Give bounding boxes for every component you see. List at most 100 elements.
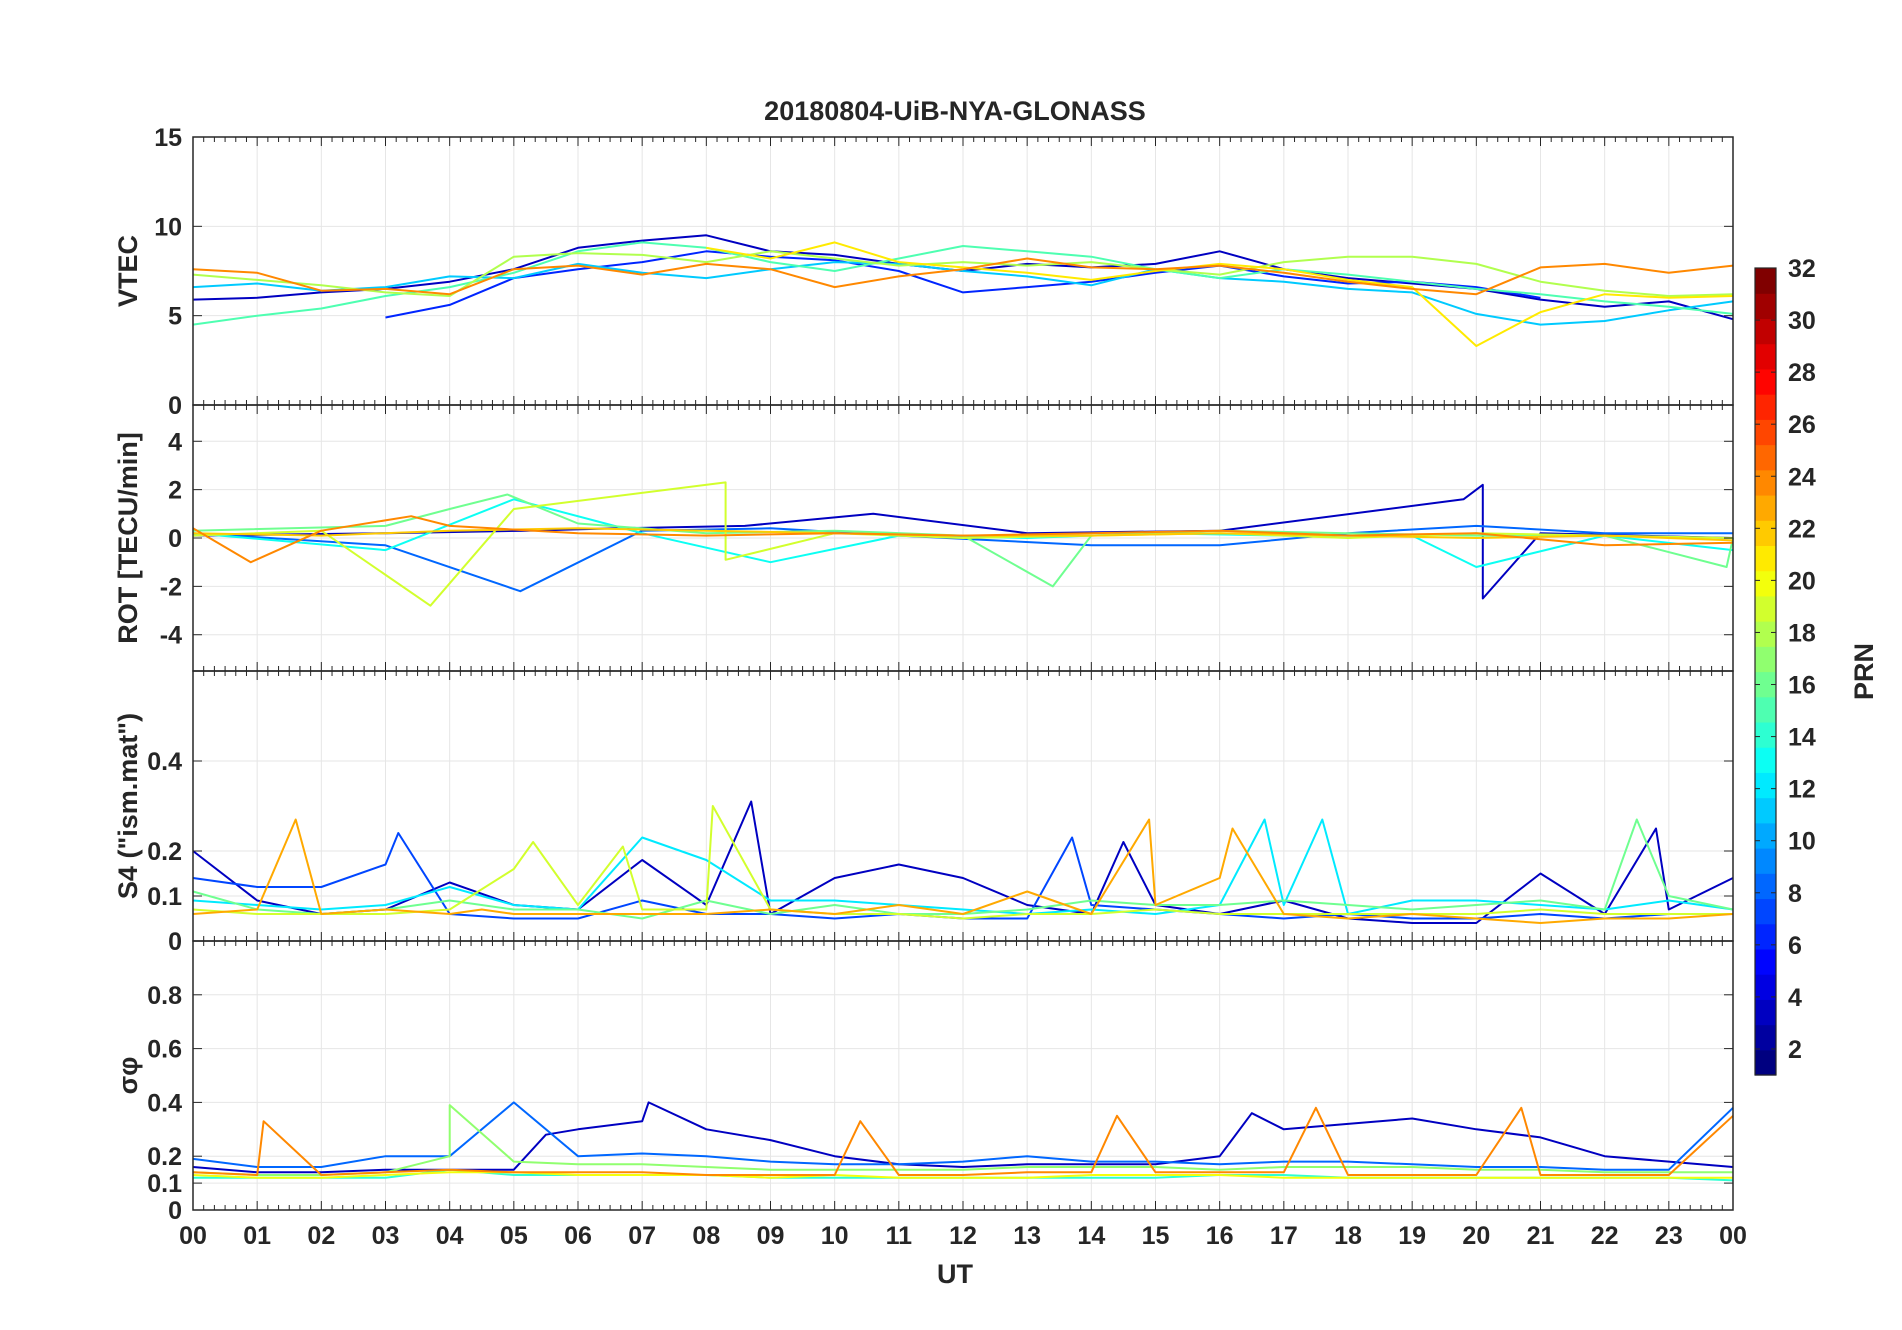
colorbar-segment (1755, 494, 1776, 521)
colorbar-segment (1755, 797, 1776, 824)
x-tick-label: 23 (1655, 1222, 1683, 1250)
y-tick-label: 0.2 (147, 838, 182, 866)
colorbar-segment (1755, 923, 1776, 950)
y-tick-label: 4 (168, 428, 182, 456)
colorbar-tick-label: 8 (1788, 880, 1802, 908)
colorbar-segment (1755, 671, 1776, 698)
x-tick-label: 11 (886, 1222, 913, 1250)
series-line-prn-15 (192, 241, 1734, 326)
colorbar-tick-label: 14 (1788, 724, 1816, 752)
x-tick-label: 04 (436, 1222, 464, 1250)
colorbar-segment (1755, 747, 1776, 773)
x-tick-label: 06 (564, 1222, 592, 1250)
panel-2: -4 -2 0 2 4 ROT [TECU/min] (113, 404, 1734, 672)
colorbar-segment (1755, 772, 1776, 799)
colorbar-segment (1755, 595, 1776, 622)
y-tick-label: 2 (168, 477, 182, 505)
x-tick-label: 14 (1077, 1222, 1105, 1250)
x-tick-label: 12 (949, 1222, 977, 1250)
colorbar-tick-label: 28 (1788, 359, 1816, 387)
colorbar-segment (1755, 948, 1776, 975)
colorbar-tick-label: 12 (1788, 776, 1816, 804)
series-line-prn-8 (192, 524, 1733, 593)
x-tick-label: 09 (757, 1222, 785, 1250)
colorbar-tick-label: 20 (1788, 567, 1816, 595)
colorbar-tick-label: 2 (1788, 1036, 1802, 1064)
x-tick-label: 21 (1527, 1222, 1555, 1250)
x-tick-labels: 00 01 02 03 04 05 06 07 08 09 10 11 12 13 14 15 16 17 18 19… (179, 1222, 1747, 1250)
colorbar-segment (1755, 974, 1776, 1000)
y-axis-label: VTEC (113, 235, 143, 307)
x-axis-label: UT (937, 1259, 973, 1289)
x-tick-label: 15 (1142, 1222, 1170, 1250)
x-tick-label: 05 (500, 1222, 528, 1250)
colorbar-segment (1755, 696, 1776, 723)
x-tick-label: 03 (372, 1222, 400, 1250)
colorbar-tick-label: 4 (1788, 984, 1802, 1012)
x-tick-label: 10 (821, 1222, 849, 1250)
panel-4: 00.10.2 0.4 0.6 0.8 σφ (113, 940, 1734, 1225)
x-tick-label: 20 (1462, 1222, 1490, 1250)
colorbar-segment (1755, 999, 1776, 1026)
colorbar-segment (1755, 646, 1776, 673)
colorbar-tick-label: 24 (1788, 463, 1816, 491)
colorbar-segment (1755, 822, 1776, 849)
y-tick-label: 0.1 (147, 883, 182, 911)
colorbar-tick-label: 22 (1788, 515, 1816, 543)
x-tick-label: 08 (692, 1222, 720, 1250)
y-tick-label: 15 (154, 124, 182, 152)
colorbar-segment (1755, 368, 1776, 395)
colorbar-segment (1755, 1024, 1776, 1051)
y-tick-label: 0 (168, 1197, 182, 1225)
x-tick-label: 00 (179, 1222, 207, 1250)
colorbar-segment (1755, 621, 1776, 647)
y-tick-label: 0.4 (147, 748, 182, 776)
series-line-prn-16 (192, 493, 1734, 588)
series-line-prn-24 (192, 1106, 1734, 1176)
y-tick-label: 0 (168, 525, 182, 553)
series-line-prn-20 (192, 1171, 1733, 1179)
colorbar-segment (1755, 444, 1776, 471)
y-tick-label: 0 (168, 928, 182, 956)
colorbar-segment (1755, 419, 1776, 446)
colorbar-segment (1755, 721, 1776, 748)
colorbar-segment (1755, 570, 1776, 597)
colorbar-segment (1755, 873, 1776, 900)
colorbar-tick-label: 32 (1788, 255, 1816, 283)
series-line-prn-24 (192, 257, 1734, 296)
series-line-prn-24 (192, 515, 1734, 564)
series-line-prn-6 (385, 250, 1541, 319)
x-tick-label: 07 (628, 1222, 656, 1250)
colorbar-segment (1755, 898, 1776, 925)
y-tick-label: 0.6 (147, 1036, 182, 1064)
y-axis-label: S4 ("ism.mat") (113, 713, 143, 899)
colorbar-segment (1755, 268, 1776, 294)
series-line-prn-19 (192, 805, 1733, 920)
series-line-prn-13 (192, 498, 1734, 568)
panel-1: 0 5 10 15 VTEC (113, 124, 1734, 420)
colorbar-segment (1755, 394, 1776, 420)
y-axis-label: ROT [TECU/min] (113, 432, 143, 643)
series-line-prn-17 (192, 1104, 1733, 1176)
y-tick-label: 0 (168, 392, 182, 420)
series-line-prn-3 (192, 1101, 1734, 1174)
x-tick-label: 13 (1013, 1222, 1041, 1250)
x-tick-label: 18 (1334, 1222, 1362, 1250)
colorbar-tick-label: 26 (1788, 411, 1816, 439)
y-tick-label: 10 (154, 213, 182, 241)
y-tick-label: -2 (160, 573, 182, 601)
y-tick-label: 0.1 (147, 1170, 182, 1198)
colorbar-segment (1755, 520, 1776, 547)
y-tick-label: -4 (160, 622, 182, 650)
x-tick-label: 01 (243, 1222, 271, 1250)
y-tick-label: 0.8 (147, 982, 182, 1010)
colorbar-segment (1755, 343, 1776, 370)
x-tick-label: 02 (307, 1222, 335, 1250)
colorbar-segment (1755, 848, 1776, 874)
colorbar-segment (1755, 545, 1776, 572)
colorbar-segment (1755, 318, 1776, 345)
